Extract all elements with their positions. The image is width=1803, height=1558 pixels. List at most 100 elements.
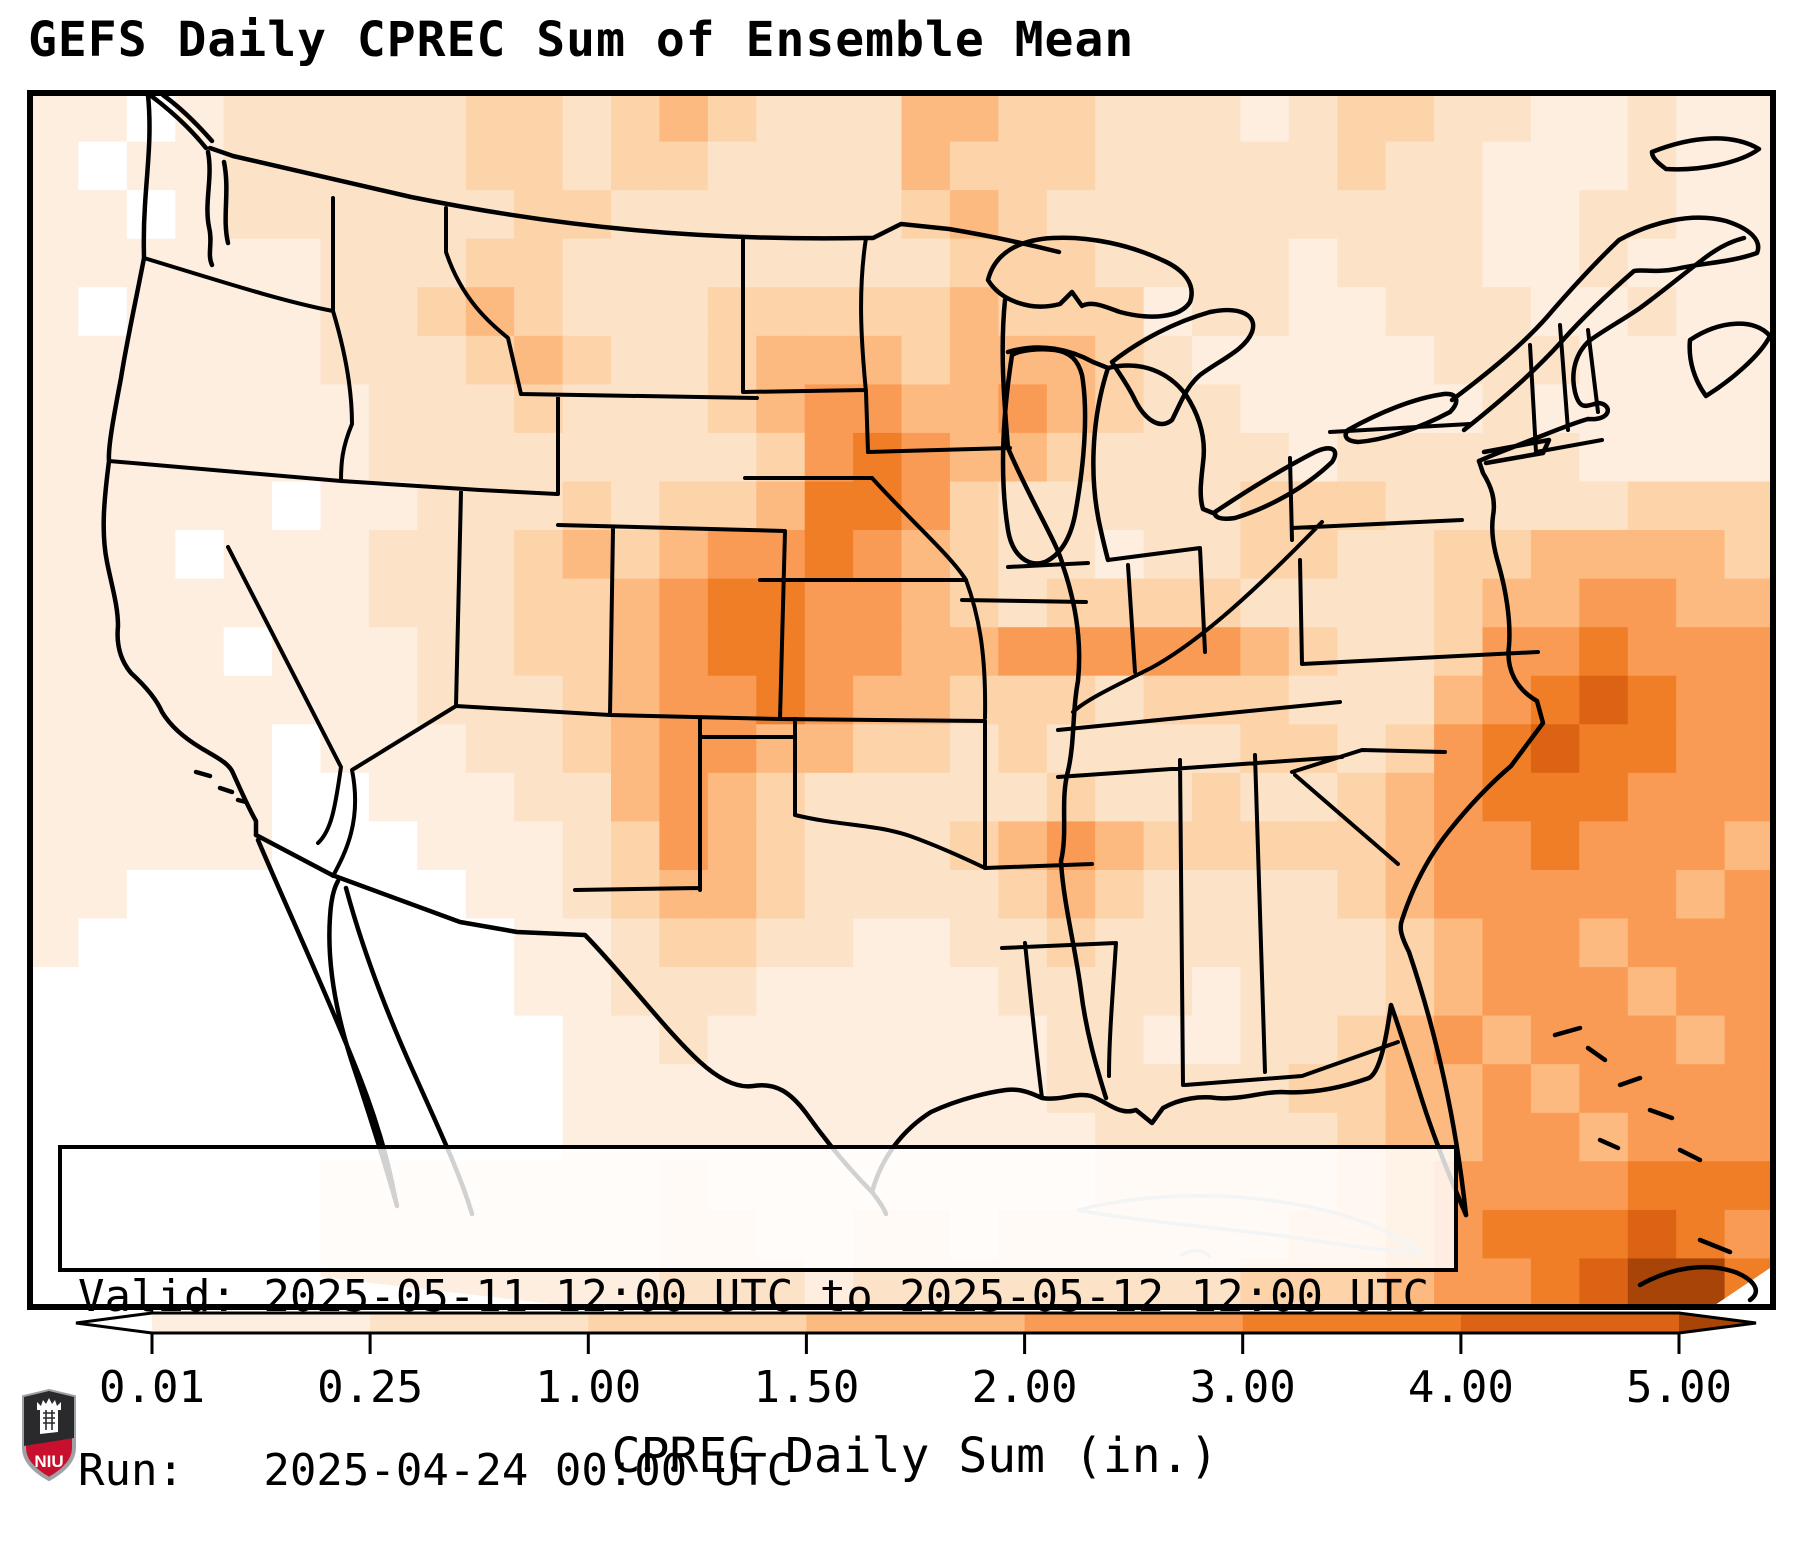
mesh-cell [562, 238, 612, 288]
mesh-cell [78, 821, 128, 871]
mesh-cell [562, 93, 612, 143]
mesh-cell [1095, 821, 1145, 871]
colorbar-segment [1242, 1313, 1462, 1333]
mesh-cell [1288, 190, 1338, 240]
mesh-cell [949, 384, 999, 434]
mesh-cell [1046, 967, 1096, 1017]
mesh-cell [1337, 870, 1387, 920]
mesh-cell [1385, 141, 1435, 191]
mesh-cell [30, 967, 79, 1017]
mesh-cell [1627, 675, 1677, 725]
mesh-cell [1579, 870, 1629, 920]
mesh-cell [1434, 335, 1484, 385]
mesh-cell [804, 93, 854, 143]
mesh-cell [756, 724, 806, 774]
mesh-cell [707, 724, 757, 774]
mesh-cell [1724, 724, 1774, 774]
mesh-cell [853, 578, 903, 628]
mesh-cell [1385, 190, 1435, 240]
mesh-cell [417, 335, 467, 385]
mesh-cell [1385, 238, 1435, 288]
mesh-cell [1240, 578, 1290, 628]
mesh-cell [175, 578, 225, 628]
mesh-cell [562, 821, 612, 871]
mesh-cell [949, 918, 999, 968]
mesh-cell [998, 967, 1048, 1017]
mesh-cell [1676, 918, 1726, 968]
mesh-cell [126, 1015, 176, 1065]
mesh-cell [1143, 772, 1193, 822]
mesh-cell [1240, 238, 1290, 288]
colorbar-axis-label: CPREC Daily Sum (in.) [611, 1428, 1219, 1484]
mexico-border-baja [253, 832, 889, 1217]
colorbar-shape [1679, 1313, 1756, 1333]
mesh-cell [1627, 384, 1677, 434]
mesh-cell [707, 287, 757, 337]
mesh-cell [853, 1015, 903, 1065]
mesh-cell [901, 821, 951, 871]
mesh-cell [1579, 967, 1629, 1017]
mesh-cell [1627, 530, 1677, 580]
mesh-cell [659, 578, 709, 628]
vancouver-island-puget-sound [147, 92, 231, 268]
mesh-cell [465, 238, 515, 288]
mesh-cell [514, 93, 564, 143]
mesh-cell [1627, 578, 1677, 628]
mesh-cell [998, 335, 1048, 385]
mesh-cell [30, 821, 79, 871]
mesh-cell [465, 821, 515, 871]
mesh-cell [1288, 627, 1338, 677]
mesh-cell [756, 335, 806, 385]
mesh-cell [853, 481, 903, 531]
mesh-cell [562, 1064, 612, 1114]
mesh-cell [901, 432, 951, 483]
mesh-cell [175, 287, 225, 337]
mesh-cell [1579, 238, 1629, 288]
mesh-cell [756, 287, 806, 337]
mesh-cell [368, 481, 418, 531]
mesh-cell [320, 238, 370, 288]
mesh-cell [1724, 1209, 1774, 1260]
mesh-cell [1095, 627, 1145, 677]
mesh-cell [1288, 432, 1338, 483]
mesh-cell [272, 93, 322, 143]
mesh-cell [1095, 190, 1145, 240]
mesh-cell [1192, 821, 1241, 871]
mesh-cell [126, 238, 176, 288]
mesh-cell [659, 238, 709, 288]
mesh-cell [78, 724, 128, 774]
mesh-cell [1724, 821, 1774, 871]
mesh-cell [659, 627, 709, 677]
mesh-cell [756, 141, 806, 191]
mesh-cell [1337, 238, 1387, 288]
mesh-cell [1724, 384, 1774, 434]
mesh-cell [1627, 1064, 1677, 1114]
mesh-cell [756, 481, 806, 531]
mesh-cell [1724, 1161, 1774, 1211]
mesh-cell [611, 93, 660, 143]
mesh-cell [562, 870, 612, 920]
mesh-cell [562, 627, 612, 677]
mesh-cell [756, 967, 806, 1017]
nova-scotia [1687, 321, 1773, 399]
mesh-cell [1676, 724, 1726, 774]
mesh-cell [417, 821, 467, 871]
mesh-cell [1143, 190, 1193, 240]
colorbar-segment [152, 1313, 371, 1333]
mesh-cell [465, 530, 515, 580]
mesh-cell [1288, 530, 1338, 580]
lake-erie [1212, 446, 1338, 521]
mesh-cell [611, 335, 660, 385]
mesh-cell [562, 384, 612, 434]
mesh-cell [659, 384, 709, 434]
mesh-cell [707, 870, 757, 920]
mesh-cell [1482, 1064, 1532, 1114]
mesh-cell [804, 335, 854, 385]
mesh-cell [1143, 918, 1193, 968]
mesh-cell [1627, 967, 1677, 1017]
mesh-cell [611, 627, 660, 677]
mesh-cell [30, 1064, 79, 1114]
mesh-cell [1724, 1064, 1774, 1114]
mesh-cell [1143, 432, 1193, 483]
mesh-cell [756, 432, 806, 483]
